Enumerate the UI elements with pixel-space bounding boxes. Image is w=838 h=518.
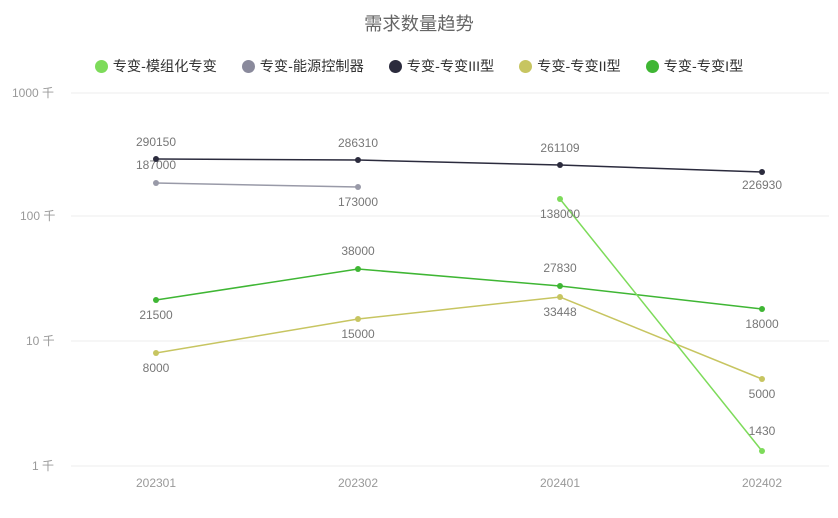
svg-text:27830: 27830 (543, 261, 577, 275)
svg-text:202302: 202302 (338, 476, 378, 490)
svg-text:38000: 38000 (341, 244, 375, 258)
svg-text:202401: 202401 (540, 476, 580, 490)
svg-text:1 千: 1 千 (32, 459, 54, 473)
svg-text:138000: 138000 (540, 207, 580, 221)
svg-text:10 千: 10 千 (26, 334, 55, 348)
svg-text:18000: 18000 (745, 317, 779, 331)
svg-text:202402: 202402 (742, 476, 782, 490)
svg-text:15000: 15000 (341, 327, 375, 341)
svg-text:286310: 286310 (338, 136, 378, 150)
svg-text:8000: 8000 (143, 361, 170, 375)
svg-text:202301: 202301 (136, 476, 176, 490)
svg-text:5000: 5000 (749, 387, 776, 401)
svg-text:21500: 21500 (139, 308, 173, 322)
svg-text:290150: 290150 (136, 135, 176, 149)
svg-text:100 千: 100 千 (20, 209, 55, 223)
svg-text:226930: 226930 (742, 178, 782, 192)
svg-text:1000 千: 1000 千 (12, 86, 54, 100)
svg-text:33448: 33448 (543, 305, 577, 319)
svg-text:173000: 173000 (338, 195, 378, 209)
svg-text:1430: 1430 (749, 424, 776, 438)
svg-text:261109: 261109 (540, 141, 579, 155)
